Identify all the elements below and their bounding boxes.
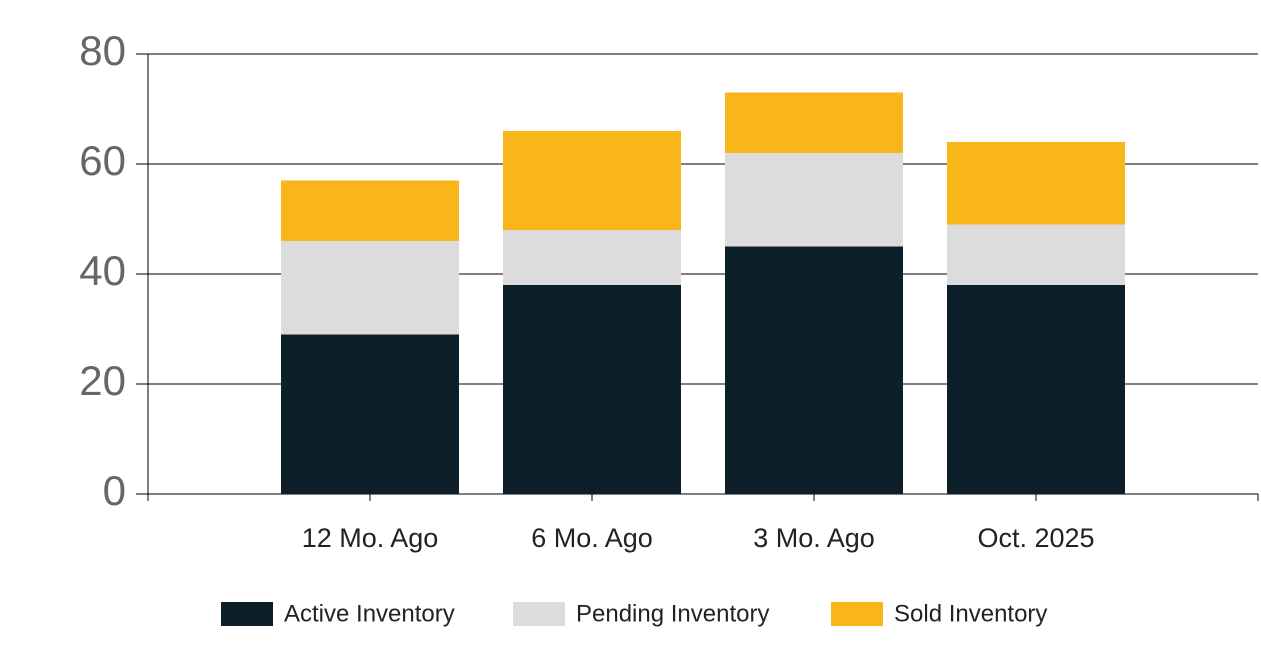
y-tick-label: 60 bbox=[79, 137, 126, 184]
x-tick-label: Oct. 2025 bbox=[977, 523, 1094, 553]
bar-segment bbox=[281, 241, 459, 335]
x-tick-label: 6 Mo. Ago bbox=[531, 523, 653, 553]
bar-segment bbox=[281, 180, 459, 241]
bar-segment bbox=[947, 142, 1125, 225]
bar-segment bbox=[725, 153, 903, 247]
legend-label: Pending Inventory bbox=[576, 600, 769, 627]
legend-swatch bbox=[221, 602, 273, 626]
x-tick-label: 3 Mo. Ago bbox=[753, 523, 875, 553]
legend-label: Active Inventory bbox=[284, 600, 455, 627]
legend-label: Sold Inventory bbox=[894, 600, 1047, 627]
legend-swatch bbox=[831, 602, 883, 626]
bar-segment bbox=[725, 246, 903, 494]
bar-segment bbox=[725, 92, 903, 153]
bar-segment bbox=[503, 131, 681, 230]
x-tick-label: 12 Mo. Ago bbox=[302, 523, 439, 553]
bar-segment bbox=[947, 285, 1125, 494]
legend-swatch bbox=[513, 602, 565, 626]
y-tick-label: 20 bbox=[79, 357, 126, 404]
bar-segment bbox=[947, 224, 1125, 285]
y-tick-label: 40 bbox=[79, 247, 126, 294]
bar-segment bbox=[503, 285, 681, 494]
bar-segment bbox=[503, 230, 681, 285]
y-tick-label: 0 bbox=[103, 467, 126, 514]
y-tick-label: 80 bbox=[79, 27, 126, 74]
bar-segment bbox=[281, 334, 459, 494]
